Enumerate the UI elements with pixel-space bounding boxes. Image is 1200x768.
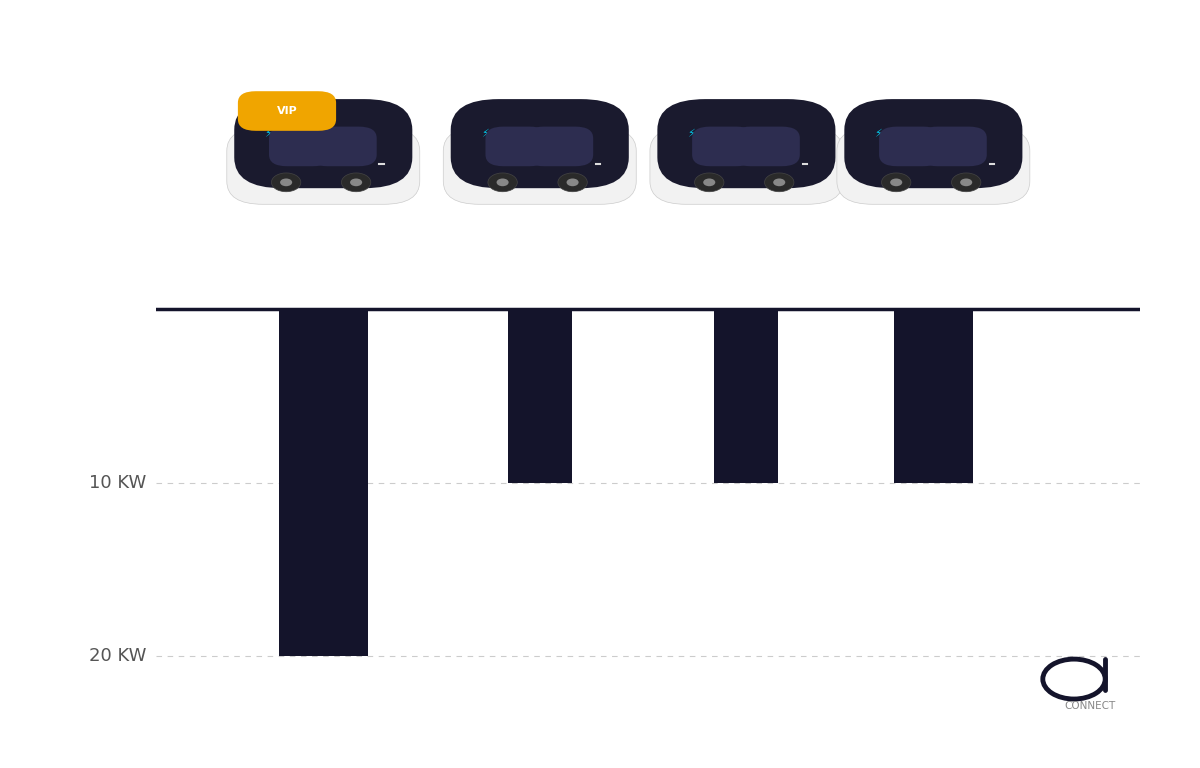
FancyBboxPatch shape	[845, 99, 1022, 188]
Bar	[714, 310, 779, 483]
FancyBboxPatch shape	[486, 127, 547, 166]
Circle shape	[960, 178, 972, 186]
Circle shape	[558, 173, 587, 192]
Circle shape	[280, 178, 292, 186]
FancyBboxPatch shape	[919, 127, 986, 166]
FancyBboxPatch shape	[880, 127, 941, 166]
Bar	[860, 185, 1007, 188]
Bar	[250, 185, 397, 188]
Bar	[467, 185, 613, 188]
FancyBboxPatch shape	[836, 127, 1030, 204]
FancyBboxPatch shape	[244, 125, 278, 142]
Text: ⚡: ⚡	[264, 129, 272, 139]
Bar	[508, 310, 571, 483]
Bar	[278, 310, 367, 657]
FancyBboxPatch shape	[667, 125, 702, 142]
FancyBboxPatch shape	[733, 127, 800, 166]
FancyBboxPatch shape	[692, 127, 754, 166]
FancyBboxPatch shape	[658, 99, 835, 188]
FancyBboxPatch shape	[461, 125, 494, 142]
Text: 20 KW: 20 KW	[89, 647, 146, 666]
FancyBboxPatch shape	[443, 127, 636, 204]
Text: ⚡: ⚡	[688, 129, 695, 139]
FancyBboxPatch shape	[854, 125, 888, 142]
Circle shape	[695, 173, 724, 192]
Circle shape	[342, 173, 371, 192]
Text: ⚡: ⚡	[874, 129, 882, 139]
Bar	[866, 130, 877, 185]
Circle shape	[764, 173, 794, 192]
Circle shape	[882, 173, 911, 192]
Bar	[894, 310, 973, 483]
Circle shape	[773, 178, 785, 186]
FancyBboxPatch shape	[650, 127, 842, 204]
FancyBboxPatch shape	[238, 91, 336, 131]
Circle shape	[890, 178, 902, 186]
Circle shape	[566, 178, 578, 186]
Circle shape	[497, 178, 509, 186]
Text: VIP: VIP	[277, 106, 298, 116]
FancyBboxPatch shape	[269, 127, 331, 166]
FancyBboxPatch shape	[451, 99, 629, 188]
Circle shape	[271, 173, 301, 192]
Bar	[256, 130, 268, 185]
Bar	[679, 130, 690, 185]
Circle shape	[703, 178, 715, 186]
Circle shape	[952, 173, 980, 192]
Text: CONNECT: CONNECT	[1064, 701, 1115, 711]
Bar	[473, 130, 484, 185]
Circle shape	[488, 173, 517, 192]
FancyBboxPatch shape	[526, 127, 593, 166]
Bar	[673, 185, 820, 188]
Text: 10 KW: 10 KW	[89, 474, 146, 492]
FancyBboxPatch shape	[234, 99, 413, 188]
FancyBboxPatch shape	[310, 127, 377, 166]
Text: ⚡: ⚡	[480, 129, 488, 139]
FancyBboxPatch shape	[227, 127, 420, 204]
Circle shape	[350, 178, 362, 186]
